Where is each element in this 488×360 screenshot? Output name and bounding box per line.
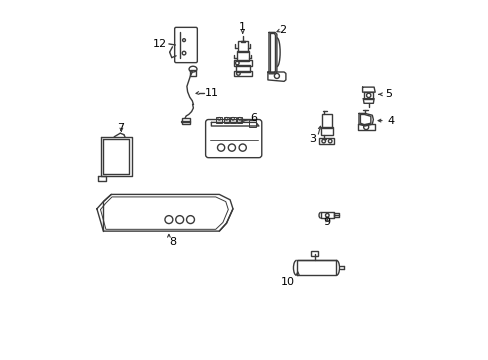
Bar bbox=[230, 117, 235, 123]
Bar bbox=[182, 118, 189, 124]
Bar bbox=[189, 70, 196, 76]
Text: 8: 8 bbox=[169, 237, 177, 247]
Bar bbox=[248, 120, 256, 127]
Text: 7: 7 bbox=[117, 123, 124, 133]
Bar bbox=[216, 117, 222, 123]
Text: 9: 9 bbox=[323, 217, 330, 228]
Bar bbox=[236, 65, 249, 72]
Text: 2: 2 bbox=[278, 25, 285, 35]
Bar bbox=[321, 114, 331, 128]
Bar bbox=[233, 71, 252, 76]
Bar bbox=[310, 251, 318, 256]
Bar bbox=[237, 117, 242, 123]
Text: 6: 6 bbox=[249, 113, 257, 123]
Text: 10: 10 bbox=[280, 276, 294, 287]
Bar bbox=[237, 51, 248, 61]
Bar bbox=[238, 41, 247, 52]
Bar bbox=[223, 117, 228, 123]
Text: 5: 5 bbox=[384, 89, 391, 99]
Bar bbox=[234, 60, 251, 66]
Bar bbox=[320, 127, 332, 135]
Text: 3: 3 bbox=[309, 134, 316, 144]
Bar bbox=[319, 138, 334, 144]
Text: 4: 4 bbox=[387, 116, 394, 126]
Text: 1: 1 bbox=[239, 22, 245, 32]
Text: 11: 11 bbox=[204, 88, 219, 98]
Bar bbox=[296, 260, 336, 275]
Text: 12: 12 bbox=[153, 39, 167, 49]
